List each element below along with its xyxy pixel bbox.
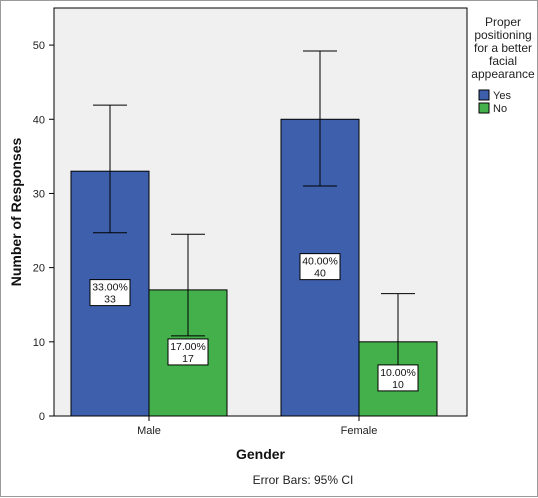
error-bar-caption: Error Bars: 95% CI — [253, 473, 354, 487]
data-label-box — [299, 253, 341, 281]
legend-swatch — [478, 102, 490, 114]
data-label-percent: 10.00% — [380, 367, 416, 379]
legend-title: appearance — [471, 67, 535, 81]
legend-title: positioning — [474, 28, 531, 42]
y-tick-label: 40 — [33, 114, 45, 126]
data-label-percent: 40.00% — [302, 256, 338, 268]
legend-label: No — [493, 103, 507, 115]
data-label-box — [167, 338, 209, 366]
legend-label: Yes — [493, 90, 511, 102]
y-axis-title: Number of Responses — [8, 137, 24, 286]
data-label-count: 10 — [392, 379, 404, 391]
y-tick-label: 0 — [39, 411, 45, 423]
x-axis-title: Gender — [236, 446, 286, 462]
x-tick-label: Female — [341, 425, 378, 437]
legend-title: Proper — [485, 15, 521, 29]
legend-swatch — [478, 89, 490, 101]
legend-title: facial — [489, 54, 517, 68]
data-label-box — [89, 279, 131, 307]
legend-title: for a better — [474, 41, 532, 55]
data-label-percent: 17.00% — [170, 341, 206, 353]
data-label-count: 33 — [104, 294, 116, 306]
y-tick-label: 30 — [33, 188, 45, 200]
data-label-count: 40 — [314, 268, 326, 280]
y-tick-label: 20 — [33, 263, 45, 275]
x-tick-label: Male — [137, 425, 161, 437]
data-label-count: 17 — [182, 353, 194, 365]
y-tick-label: 50 — [33, 40, 45, 52]
y-tick-label: 10 — [33, 337, 45, 349]
data-label-percent: 33.00% — [92, 282, 128, 294]
data-label-box — [377, 364, 419, 392]
